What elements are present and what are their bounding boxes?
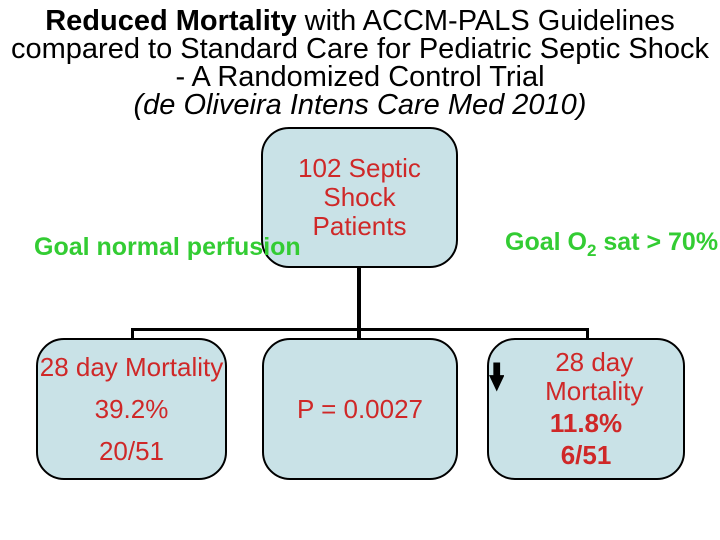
- patients-box: 102 Septic Shock Patients: [261, 127, 458, 268]
- left-box-percent: 39.2%: [94, 393, 169, 424]
- title-line-2: compared to Standard Care for Pediatric …: [11, 33, 709, 65]
- right-box-fraction: 6/51: [560, 440, 612, 471]
- right-box-percent: 11.8%: [549, 407, 623, 438]
- connector-vertical-main: [357, 266, 361, 338]
- right-box-title-row: 28 day Mortality: [489, 346, 683, 406]
- goal-o2-sat-label: Goal O2 sat > 70%: [505, 229, 718, 264]
- left-box-fraction: 20/51: [98, 435, 165, 466]
- patients-box-line-1: 102 Septic Shock: [298, 153, 421, 212]
- goal-o2-pre: Goal O: [505, 228, 587, 256]
- connector-drop-left: [131, 328, 134, 339]
- goal-o2-subscript: 2: [586, 241, 597, 260]
- left-box-title: 28 day Mortality: [39, 351, 224, 382]
- connector-drop-right: [586, 328, 589, 339]
- title-line-1: Reduced Mortality with ACCM-PALS Guideli…: [0, 5, 720, 37]
- right-box-title: 28 day Mortality: [545, 346, 644, 406]
- standard-care-outcome-box: 28 day Mortality 39.2% 20/51: [36, 338, 227, 480]
- p-value-text: P = 0.0027: [296, 393, 424, 424]
- goal-o2-post: sat > 70%: [596, 228, 719, 256]
- goal-normal-perfusion-label: Goal normal perfusion: [34, 233, 301, 261]
- title-citation: (de Oliveira Intens Care Med 2010): [133, 89, 587, 121]
- accm-pals-outcome-box: 28 day Mortality 11.8% 6/51: [487, 338, 685, 480]
- patients-box-line-2: Patients: [312, 211, 407, 241]
- connector-horizontal: [131, 328, 589, 331]
- title-line-1-rest: with ACCM-PALS Guidelines: [296, 5, 675, 37]
- slide-title: Reduced Mortality with ACCM-PALS Guideli…: [0, 5, 720, 121]
- down-arrow-icon: [489, 362, 505, 392]
- p-value-box: P = 0.0027: [262, 338, 458, 480]
- title-emphasis: Reduced Mortality: [45, 5, 297, 37]
- title-line-3: - A Randomized Control Trial: [175, 61, 545, 93]
